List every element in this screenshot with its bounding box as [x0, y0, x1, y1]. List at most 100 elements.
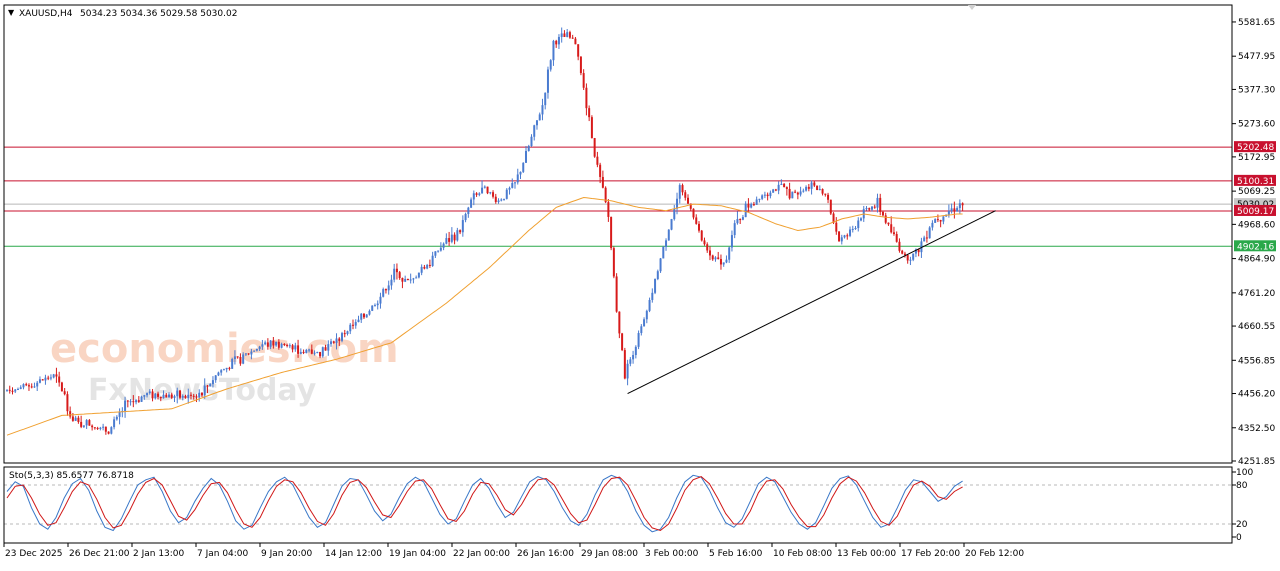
candle-body [829, 199, 832, 214]
candle-body [332, 341, 335, 343]
candle-body [52, 374, 55, 378]
candle-body [148, 391, 151, 394]
candle-body [236, 356, 239, 358]
candle-body [942, 216, 945, 222]
candle-body [519, 171, 522, 175]
candle-body [736, 219, 739, 224]
candle-body [846, 235, 849, 237]
candle-body [574, 38, 577, 45]
candle-body [310, 349, 313, 354]
osc-tick-label: 80 [1236, 481, 1248, 491]
candle-body [308, 349, 311, 351]
candle-body [450, 234, 453, 242]
candle-body [99, 427, 102, 429]
watermark-brand-top: economies.com [50, 326, 399, 372]
candle-body [38, 379, 41, 383]
candle-body [665, 240, 668, 247]
candle-body [895, 234, 898, 242]
candle-body [434, 251, 437, 256]
candle-body [483, 186, 486, 188]
candle-body [299, 351, 302, 354]
candle-body [96, 427, 99, 429]
candle-body [49, 377, 52, 379]
candle-body [58, 376, 61, 383]
moving-average-line [6, 196, 963, 436]
candle-body [810, 182, 813, 189]
candle-body [838, 231, 841, 242]
candle-body [85, 420, 88, 426]
candle-body [30, 386, 33, 388]
candle-body [802, 190, 805, 192]
candle-body [840, 237, 843, 242]
candle-body [629, 359, 632, 364]
candle-body [261, 344, 264, 347]
candle-body [275, 341, 278, 346]
y-tick-label: 4556.85 [1238, 356, 1275, 366]
candle-body [758, 198, 761, 200]
candle-body [467, 207, 470, 214]
candle-body [733, 223, 736, 236]
candle-body [22, 384, 25, 388]
candle-body [69, 411, 72, 417]
candle-body [71, 416, 74, 421]
candle-body [420, 266, 423, 273]
level-badge-label-1: 5100.31 [1237, 177, 1274, 187]
candle-body [77, 417, 80, 422]
candle-body [222, 369, 225, 371]
candle-body [225, 367, 228, 370]
candle-body [343, 333, 346, 335]
candle-body [950, 208, 953, 211]
candle-body [615, 276, 618, 312]
candle-body [500, 199, 503, 201]
candle-body [395, 268, 398, 273]
candle-body [464, 213, 467, 221]
candle-body [14, 389, 17, 392]
candle-body [401, 278, 404, 282]
candle-body [129, 401, 132, 403]
y-tick-label: 5581.65 [1238, 18, 1275, 28]
candle-body [319, 352, 322, 357]
y-tick-label: 4456.20 [1238, 390, 1275, 400]
candle-body [286, 344, 289, 346]
candle-body [60, 382, 63, 392]
candle-body [827, 194, 830, 200]
y-tick-label: 5172.95 [1238, 153, 1275, 163]
candle-body [780, 183, 783, 185]
candle-body [568, 32, 571, 38]
candle-body [744, 203, 747, 218]
candle-body [909, 259, 912, 261]
candle-body [258, 346, 261, 349]
candle-body [346, 331, 349, 334]
candle-body [835, 222, 838, 232]
candle-body [195, 396, 198, 398]
candle-body [63, 391, 66, 395]
candle-body [146, 393, 149, 396]
candle-body [582, 73, 585, 88]
candle-body [708, 250, 711, 256]
candle-body [503, 198, 506, 200]
candle-body [41, 379, 44, 381]
candle-body [621, 333, 624, 351]
collapse-triangle-icon[interactable]: ▼ [8, 8, 15, 17]
candle-body [730, 235, 733, 248]
candle-body [36, 382, 39, 387]
candle-body [362, 313, 365, 318]
candle-body [706, 244, 709, 251]
candle-body [211, 380, 214, 385]
candle-body [379, 296, 382, 304]
y-tick-label: 5069.25 [1238, 187, 1275, 197]
candle-body [610, 216, 613, 249]
candle-body [453, 234, 456, 241]
candle-body [530, 136, 533, 146]
candle-body [338, 338, 341, 341]
candle-body [404, 278, 407, 282]
candle-body [700, 230, 703, 241]
y-tick-label: 4352.50 [1238, 424, 1275, 434]
candle-body [747, 203, 750, 208]
candle-body [25, 384, 28, 386]
candles [6, 27, 964, 435]
candle-body [135, 400, 138, 403]
candle-body [774, 189, 777, 191]
candle-body [739, 219, 742, 221]
osc-tick-label: 100 [1236, 468, 1253, 478]
